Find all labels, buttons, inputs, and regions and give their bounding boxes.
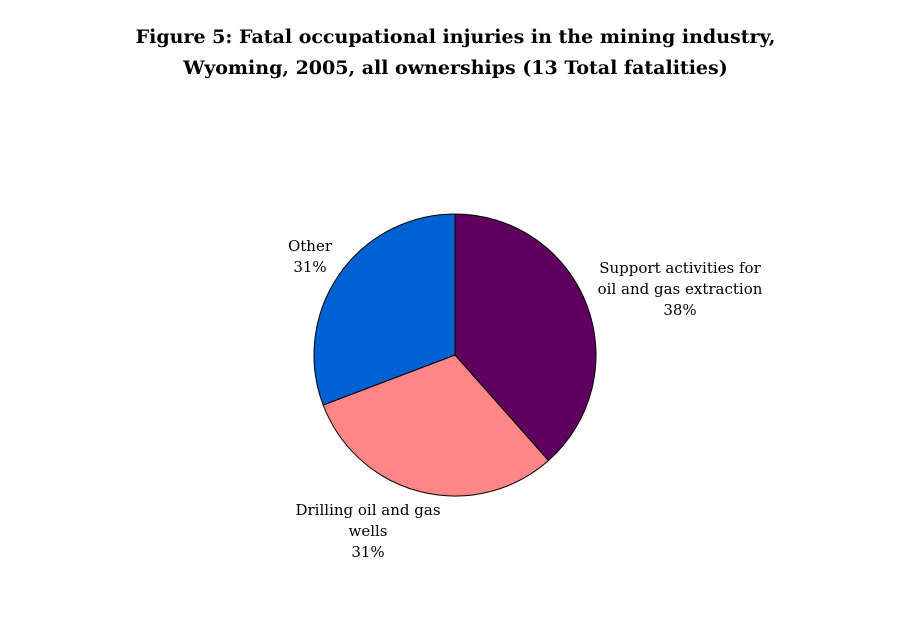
chart-title-line-1: Figure 5: Fatal occupational injuries in… xyxy=(135,26,776,48)
slice-support-activities xyxy=(454,213,597,462)
slice-drilling-wells xyxy=(322,354,550,497)
slice-label-support-activities: Support activities for oil and gas extra… xyxy=(580,258,780,321)
slice-other xyxy=(313,213,456,406)
slice-label-drilling-line-1: Drilling oil and gas xyxy=(295,501,441,519)
chart-title-line-2: Wyoming, 2005, all ownerships (13 Total … xyxy=(183,57,728,79)
slice-label-drilling-percent: 31% xyxy=(351,543,385,561)
slice-label-support-line-2: oil and gas extraction xyxy=(597,280,763,298)
slice-label-drilling-line-2: wells xyxy=(348,522,388,540)
slice-label-support-percent: 38% xyxy=(663,301,697,319)
slice-label-support-line-1: Support activities for xyxy=(599,259,761,277)
slice-label-other-line-1: Other xyxy=(287,237,333,255)
slice-label-drilling-wells: Drilling oil and gas wells 31% xyxy=(268,500,468,563)
slice-label-other-percent: 31% xyxy=(293,258,327,276)
slice-label-other: Other 31% xyxy=(260,236,360,278)
chart-title: Figure 5: Fatal occupational injuries in… xyxy=(0,22,911,84)
